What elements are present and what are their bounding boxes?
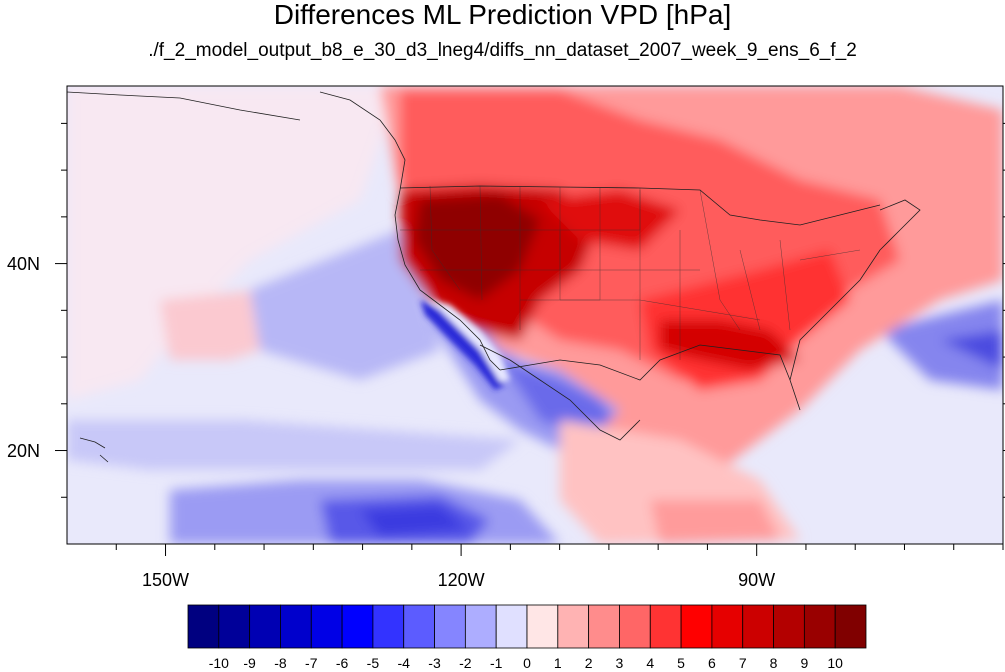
colorbar-swatch: [834, 604, 867, 649]
colorbar-label: 8: [769, 655, 778, 671]
colorbar-label: 3: [615, 655, 624, 671]
colorbar-swatch: [434, 604, 466, 649]
colorbar-swatch: [588, 604, 620, 649]
colorbar-swatch: [187, 604, 220, 649]
y-tick-label: 20N: [6, 440, 40, 461]
colorbar-swatch: [495, 604, 528, 649]
colorbar-swatch: [403, 604, 435, 649]
state-borders: [400, 185, 861, 360]
colorbar-swatch: [218, 604, 251, 649]
colorbar-label: 5: [677, 655, 685, 671]
colorbar-swatch: [803, 604, 836, 649]
colorbar-swatch: [249, 604, 281, 649]
x-tick-label: 90W: [738, 570, 776, 590]
colorbar-label: 4: [646, 655, 655, 671]
colorbar-swatch: [341, 604, 374, 649]
colorbar-label: -5: [366, 655, 380, 671]
colorbar-label: -3: [428, 655, 441, 671]
colorbar-label: 6: [708, 655, 716, 671]
colorbar-label: 2: [584, 655, 593, 671]
colorbar-swatch: [280, 604, 312, 649]
colorbar-label: -9: [243, 655, 256, 671]
coastlines: [67, 91, 921, 463]
colorbar-label: -8: [274, 655, 287, 671]
colorbar-swatch: [649, 604, 682, 649]
colorbar-swatch: [557, 604, 590, 649]
colorbar-swatch: [372, 604, 405, 649]
colorbar-swatch: [464, 604, 497, 649]
colorbar-label: 9: [800, 655, 809, 671]
colorbar-label: 1: [553, 655, 562, 671]
colorbar-label: -2: [459, 655, 472, 671]
colorbar-swatch: [773, 604, 805, 649]
colorbar-swatch: [711, 604, 744, 649]
colorbar-label: -6: [335, 655, 349, 671]
colorbar-swatch: [742, 604, 774, 649]
colorbar-label: -4: [397, 655, 410, 671]
colorbar-label: -7: [305, 655, 318, 671]
axis-ticks: [55, 122, 1005, 556]
plot-subtitle: ./f_2_model_output_b8_e_30_d3_lneg4/diff…: [148, 40, 857, 61]
colorbar-swatch: [310, 604, 343, 649]
colorbar-swatch: [526, 604, 559, 649]
y-tick-label: 40N: [6, 253, 40, 274]
colorbar-swatch: [619, 604, 651, 649]
map-field: [67, 86, 1003, 544]
colorbar-label: -10: [208, 655, 229, 671]
x-tick-label: 150W: [142, 570, 190, 590]
x-tick-label: 120W: [437, 570, 485, 590]
colorbar-label: 10: [827, 655, 843, 671]
plot-title: Differences ML Prediction VPD [hPa]: [273, 0, 732, 30]
map-frame: [66, 85, 1004, 545]
colorbar-label: 7: [738, 655, 747, 671]
colorbar-swatch: [680, 604, 713, 649]
colorbar-label: 0: [523, 655, 531, 671]
colorbar-label: -1: [489, 655, 503, 671]
colorbar: [187, 604, 867, 649]
